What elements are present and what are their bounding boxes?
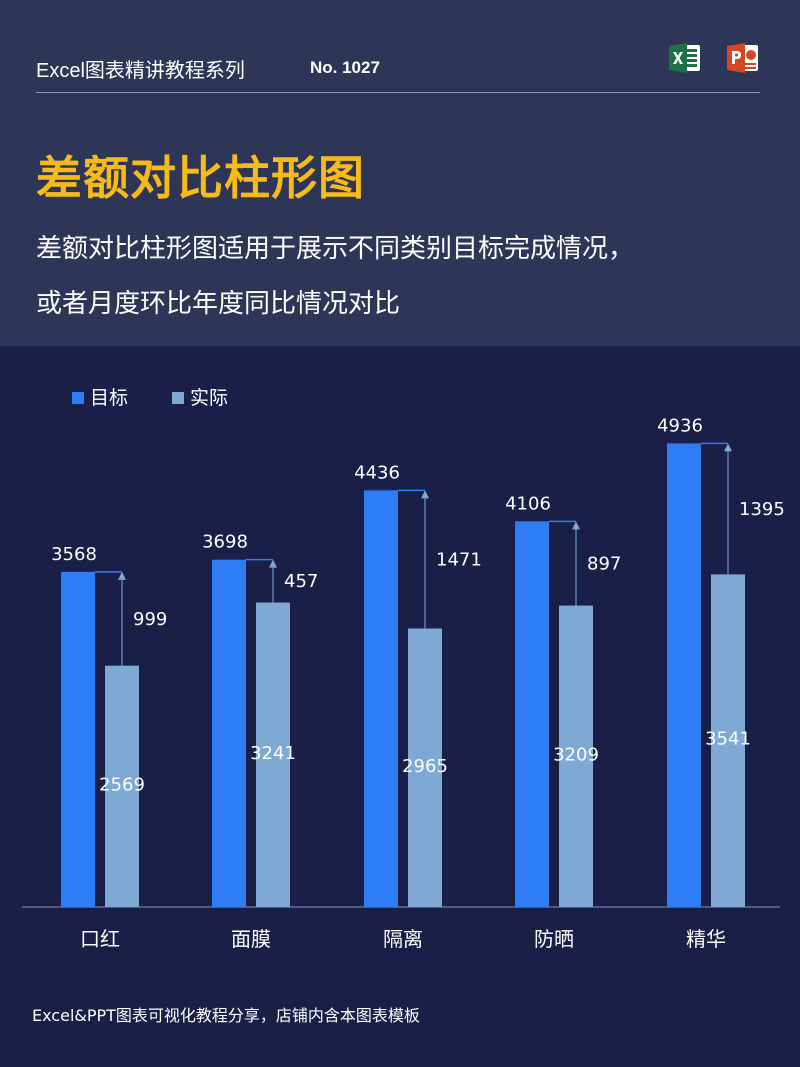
difference-bar-chart: 目标 实际 3568 999 2569 口红 3698 457 3241 面膜 4436 1471 29… [22,387,785,951]
target-bar [364,490,398,907]
difference-arrowhead [724,443,732,452]
target-value-label: 3698 [202,532,248,553]
description-line-1: 差额对比柱形图适用于展示不同类别目标完成情况， [36,234,635,264]
category-label: 面膜 [231,927,271,951]
category-label: 精华 [686,927,726,951]
target-bar [667,443,701,907]
issue-number: No. 1027 [310,58,380,77]
category-label: 防晒 [534,927,574,951]
difference-value-label: 457 [284,571,318,592]
description-line-2: 或者月度环比年度同比情况对比 [36,289,401,319]
legend-swatch-actual [172,392,184,404]
actual-bar [105,665,139,907]
target-bar [61,571,95,907]
page-title: 差额对比柱形图 [36,151,365,205]
actual-bar [408,628,442,907]
category-label: 口红 [80,927,120,951]
difference-value-label: 1395 [739,499,785,520]
difference-arrowhead [269,559,277,568]
difference-arrowhead [421,490,429,499]
difference-value-label: 897 [587,553,621,574]
actual-bar [711,574,745,907]
target-value-label: 4106 [505,493,551,514]
difference-arrowhead [572,521,580,530]
actual-value-label: 2569 [99,774,145,795]
actual-value-label: 3241 [250,743,296,764]
header-panel: Excel图表精讲教程系列 No. 1027 差额对比柱形图 差额对比柱形图适用… [0,0,800,346]
excel-icon [669,43,700,73]
target-value-label: 3568 [51,544,97,565]
legend-label-target: 目标 [90,387,128,409]
target-bar [212,559,246,907]
actual-bar [559,605,593,907]
footer-note: Excel&PPT图表可视化教程分享，店铺内含本图表模板 [32,1006,420,1025]
actual-bar [256,602,290,907]
target-value-label: 4436 [354,462,400,483]
legend-label-actual: 实际 [190,387,228,409]
difference-value-label: 999 [133,609,167,630]
header-divider [36,92,760,93]
difference-arrowhead [118,571,126,580]
actual-value-label: 3541 [705,729,751,750]
category-label: 隔离 [383,927,423,951]
actual-value-label: 2965 [402,756,448,777]
legend-swatch-target [72,392,84,404]
actual-value-label: 3209 [553,744,599,765]
powerpoint-icon [727,43,758,73]
difference-value-label: 1471 [436,549,482,570]
series-title: Excel图表精讲教程系列 [36,60,245,82]
target-value-label: 4936 [657,415,703,436]
target-bar [515,521,549,907]
